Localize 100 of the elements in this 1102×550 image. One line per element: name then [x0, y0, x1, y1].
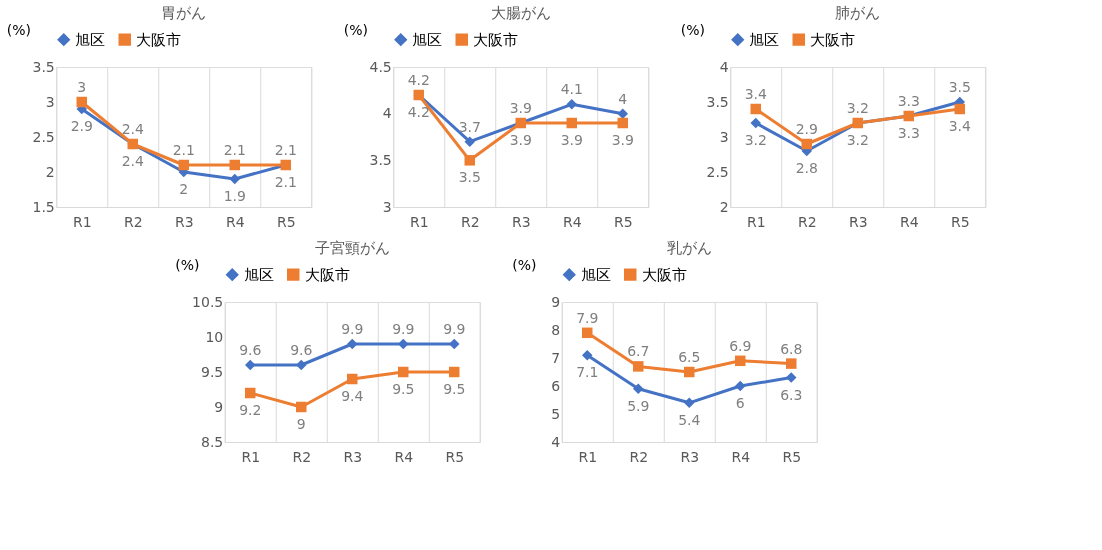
y-tick-label: 2: [45, 163, 55, 180]
data-label: 3.9: [509, 132, 532, 148]
x-tick-label: R4: [225, 213, 245, 230]
legend-label: 大阪市: [136, 30, 182, 49]
data-label: 5.4: [678, 411, 701, 428]
data-label: 9.2: [239, 402, 262, 418]
point: [582, 349, 593, 361]
point: [347, 373, 358, 385]
y-tick-label: 3.5: [32, 58, 55, 75]
x-tick-label: R3: [848, 213, 868, 230]
data-label: 4.2: [407, 104, 430, 120]
data-label: 3.5: [948, 79, 971, 95]
data-label: 4.1: [560, 81, 583, 98]
point: [684, 366, 695, 378]
x-tick-label: R1: [72, 213, 92, 230]
point: [954, 103, 965, 115]
point: [566, 99, 577, 110]
point: [684, 397, 695, 409]
data-label: 3.3: [897, 125, 920, 141]
x-tick-label: R1: [746, 213, 766, 230]
y-tick-label: 9: [214, 398, 224, 415]
y-tick-label: 4: [382, 105, 392, 122]
data-label: 3.2: [846, 132, 869, 148]
x-tick-label: R2: [460, 213, 480, 230]
legend-label: 大阪市: [641, 265, 687, 284]
data-label: 2.9: [795, 121, 818, 137]
y-tick-label: 6: [551, 377, 561, 394]
x-tick-label: R3: [680, 448, 700, 465]
x-tick-label: R5: [782, 448, 802, 465]
data-label: 3.5: [458, 169, 481, 186]
data-label: 6.7: [627, 343, 650, 360]
point: [449, 366, 460, 378]
y-axis-title: (%): [343, 21, 368, 38]
point: [750, 117, 761, 129]
point: [566, 117, 577, 129]
point: [449, 338, 460, 350]
data-label: 3.4: [948, 118, 971, 134]
point: [347, 338, 358, 350]
data-label: 9.5: [443, 381, 466, 397]
point: [617, 108, 628, 119]
point: [398, 366, 409, 378]
x-tick-label: R3: [511, 213, 531, 230]
data-label: 2.1: [274, 142, 297, 158]
data-label: 3.2: [846, 100, 869, 116]
x-tick-label: R4: [899, 213, 919, 230]
data-label: 4: [618, 90, 628, 107]
point: [76, 96, 87, 108]
point: [229, 173, 240, 185]
legend-label: 旭区: [243, 265, 274, 284]
data-label: 2.4: [121, 121, 144, 137]
data-label: 3.9: [509, 100, 532, 116]
data-label: 3.9: [611, 132, 634, 148]
y-tick-label: 3.5: [369, 151, 392, 168]
data-label: 2.4: [121, 153, 144, 169]
point: [464, 155, 475, 166]
legend-label: 大阪市: [810, 30, 856, 49]
y-tick-label: 3: [719, 128, 729, 145]
data-label: 3.2: [744, 132, 767, 148]
y-tick-label: 4: [551, 433, 561, 450]
y-axis-title: (%): [680, 21, 705, 38]
point: [735, 380, 746, 392]
data-label: 3: [77, 79, 87, 95]
data-label: 9.6: [290, 342, 313, 358]
data-label: 6.3: [780, 386, 803, 403]
point: [786, 372, 797, 383]
data-label: 9.6: [239, 342, 262, 358]
y-tick-label: 7: [551, 349, 561, 366]
x-tick-label: R5: [950, 213, 970, 230]
point: [178, 159, 189, 171]
data-label: 9.9: [443, 321, 466, 337]
x-tick-label: R2: [629, 448, 649, 465]
point: [633, 383, 644, 395]
y-axis-title: (%): [6, 21, 31, 38]
y-tick-label: 3: [382, 198, 392, 215]
x-tick-label: R3: [174, 213, 194, 230]
y-tick-label: 10.5: [192, 293, 224, 310]
point: [398, 338, 409, 350]
point: [245, 359, 256, 371]
point: [735, 355, 746, 367]
point: [296, 359, 307, 371]
x-tick-label: R4: [562, 213, 582, 230]
x-tick-label: R3: [343, 448, 363, 465]
data-label: 9: [296, 416, 306, 432]
data-label: 2.1: [274, 174, 297, 190]
chart-title: 大腸がん: [490, 4, 551, 22]
point: [245, 387, 256, 399]
y-tick-label: 5: [551, 405, 561, 422]
point: [633, 361, 644, 372]
data-label: 9.5: [392, 381, 415, 397]
x-tick-label: R2: [292, 448, 312, 465]
point: [464, 136, 475, 147]
legend-label: 旭区: [749, 30, 780, 49]
chart-title: 肺がん: [835, 4, 881, 22]
y-tick-label: 4: [719, 58, 729, 75]
x-tick-label: R2: [123, 213, 143, 230]
data-label: 3.7: [458, 118, 481, 135]
y-tick-label: 3: [45, 93, 55, 110]
legend-label: 大阪市: [304, 265, 350, 284]
data-label: 1.9: [223, 188, 246, 204]
point: [296, 401, 307, 413]
